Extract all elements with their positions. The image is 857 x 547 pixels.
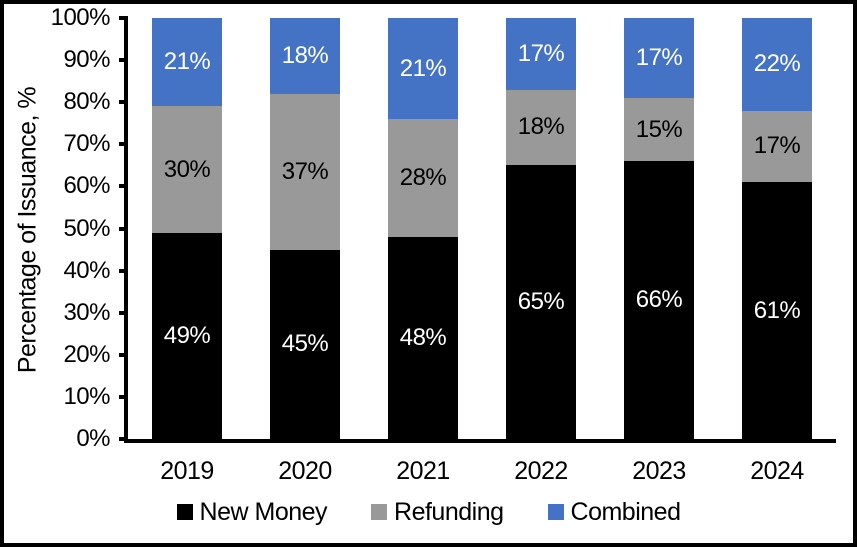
stacked-bar-2020: 18% 37% 45% xyxy=(270,18,340,439)
y-tick-label: 60% xyxy=(63,172,110,200)
x-label-2024: 2024 xyxy=(750,457,804,485)
x-label-2022: 2022 xyxy=(514,457,568,485)
bars-row: 21% 30% 49% 18% 37% 45% 21% 28% 48% 17% 18% 65% 17% 1… xyxy=(128,18,836,439)
segment-value-label: 61% xyxy=(753,296,801,324)
segment-value-label: 18% xyxy=(517,113,565,141)
segment-value-label: 65% xyxy=(517,288,565,316)
y-tick-label: 10% xyxy=(63,382,110,410)
stacked-bar-2021: 21% 28% 48% xyxy=(388,18,458,439)
y-tick-mark xyxy=(119,100,128,105)
bar-slot-2024: 22% 17% 61% xyxy=(718,18,836,439)
legend-item-refunding: Refunding xyxy=(371,498,504,526)
y-tick-label: 20% xyxy=(63,340,110,368)
stacked-bar-2022: 17% 18% 65% xyxy=(506,18,576,439)
segment-combined: 21% xyxy=(152,18,222,107)
segment-value-label: 17% xyxy=(753,132,801,160)
y-tick-label: 90% xyxy=(63,46,110,74)
stacked-bar-2023: 17% 15% 66% xyxy=(624,18,694,439)
legend-item-combined: Combined xyxy=(547,498,681,526)
legend-swatch-icon xyxy=(176,504,193,520)
segment-refunding: 37% xyxy=(270,93,340,250)
segment-value-label: 30% xyxy=(163,155,211,183)
segment-value-label: 17% xyxy=(635,44,683,71)
y-tick-mark xyxy=(119,142,128,147)
plot-area: 0% 10% 20% 30% 40% 50% 60% 70% 80% 90% 100% 21% 30%… xyxy=(51,4,836,452)
legend-label: New Money xyxy=(199,498,328,526)
legend-swatch-icon xyxy=(547,504,564,520)
segment-new-money: 61% xyxy=(742,182,812,439)
segment-new-money: 66% xyxy=(624,161,694,439)
legend-label: Refunding xyxy=(394,498,504,526)
segment-value-label: 17% xyxy=(517,39,565,67)
y-tick-label: 80% xyxy=(63,88,110,116)
segment-combined: 21% xyxy=(388,18,458,120)
y-tick-label: 0% xyxy=(76,425,110,452)
bar-slot-2022: 17% 18% 65% xyxy=(482,18,600,439)
y-tick-mark xyxy=(119,226,128,231)
segment-combined: 22% xyxy=(742,18,812,111)
segment-value-label: 37% xyxy=(281,157,329,185)
segment-new-money: 49% xyxy=(152,232,222,439)
segment-value-label: 28% xyxy=(399,163,447,191)
segment-refunding: 18% xyxy=(506,89,576,166)
legend-swatch-icon xyxy=(371,504,388,520)
stacked-bar-2019: 21% 30% 49% xyxy=(152,18,222,439)
segment-value-label: 66% xyxy=(635,286,683,314)
x-axis-labels: 2019 2020 2021 2022 2023 2024 xyxy=(128,456,836,486)
segment-refunding: 15% xyxy=(624,98,694,162)
segment-value-label: 18% xyxy=(281,41,329,69)
x-label-2023: 2023 xyxy=(632,457,686,485)
segment-new-money: 48% xyxy=(388,236,458,439)
x-label-2020: 2020 xyxy=(278,457,332,485)
legend: New Money Refunding Combined xyxy=(4,498,853,526)
segment-refunding: 28% xyxy=(388,119,458,237)
y-tick-mark xyxy=(119,437,128,441)
y-tick-mark xyxy=(119,352,128,357)
stacked-bar-2024: 22% 17% 61% xyxy=(742,18,812,439)
bar-slot-2020: 18% 37% 45% xyxy=(246,18,364,439)
segment-value-label: 45% xyxy=(281,330,329,358)
segment-value-label: 15% xyxy=(635,115,683,143)
segment-refunding: 30% xyxy=(152,106,222,233)
y-tick-label: 70% xyxy=(63,130,110,158)
legend-item-new-money: New Money xyxy=(176,498,328,526)
y-tick-mark xyxy=(119,184,128,189)
y-tick-mark xyxy=(119,268,128,273)
segment-value-label: 48% xyxy=(399,323,447,351)
y-tick-mark xyxy=(119,16,128,20)
y-tick-mark xyxy=(119,394,128,399)
y-tick-mark xyxy=(119,310,128,315)
bar-slot-2019: 21% 30% 49% xyxy=(128,18,246,439)
y-tick-label: 30% xyxy=(63,298,110,326)
segment-value-label: 21% xyxy=(163,48,211,76)
y-tick-label: 40% xyxy=(63,256,110,284)
segment-combined: 17% xyxy=(506,18,576,90)
x-label-2019: 2019 xyxy=(160,457,214,485)
bar-slot-2023: 17% 15% 66% xyxy=(600,18,718,439)
y-tick-mark xyxy=(119,58,128,63)
segment-combined: 17% xyxy=(624,18,694,98)
segment-refunding: 17% xyxy=(742,110,812,183)
segment-value-label: 21% xyxy=(399,54,447,82)
bar-slot-2021: 21% 28% 48% xyxy=(364,18,482,439)
segment-value-label: 49% xyxy=(163,321,211,349)
legend-label: Combined xyxy=(570,498,681,526)
segment-new-money: 45% xyxy=(270,249,340,439)
y-tick-label: 100% xyxy=(50,4,111,31)
segment-combined: 18% xyxy=(270,18,340,94)
y-tick-label: 50% xyxy=(63,214,110,242)
x-label-2021: 2021 xyxy=(396,457,450,485)
segment-new-money: 65% xyxy=(506,165,576,439)
segment-value-label: 22% xyxy=(753,50,801,78)
